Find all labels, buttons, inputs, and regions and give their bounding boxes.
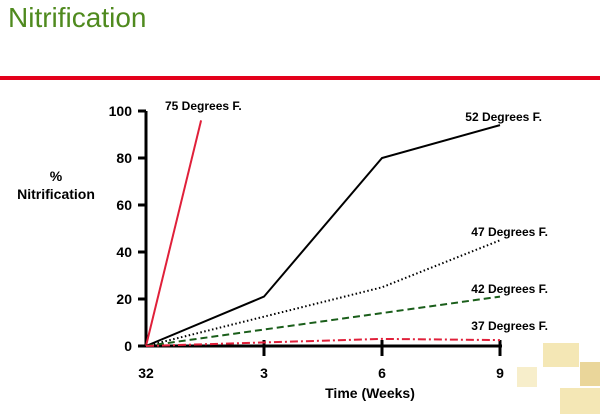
title-divider [0, 76, 600, 80]
series-label: 75 Degrees F. [165, 99, 242, 113]
series-line [145, 295, 501, 347]
y-axis-title-line: % [50, 168, 63, 184]
x-tick-label: 3 [260, 365, 268, 381]
series-label: 37 Degrees F. [471, 319, 548, 333]
series-label: 52 Degrees F. [465, 110, 542, 124]
x-tick-label: 9 [496, 365, 504, 381]
y-tick-label: 60 [116, 197, 132, 213]
x-axis-title: Time (Weeks) [325, 385, 415, 401]
series-label: 47 Degrees F. [471, 225, 548, 239]
y-tick-label: 100 [109, 103, 133, 119]
decorative-square [543, 343, 579, 367]
chart-labels: 0 20 40 60 80 100 32 3 6 9 Time (Weeks)% Nitrificat… [17, 99, 548, 401]
y-tick-label: 80 [116, 150, 132, 166]
series-line [145, 337, 501, 347]
decorative-square [560, 388, 600, 414]
decorative-square [517, 367, 537, 387]
chart-series [145, 120, 501, 347]
y-tick-label: 40 [116, 244, 132, 260]
x-tick-label: 32 [138, 365, 154, 381]
series-label: 42 Degrees F. [471, 282, 548, 296]
series-line [145, 124, 501, 347]
x-tick-label: 6 [378, 365, 386, 381]
series-line [145, 239, 501, 347]
y-axis-title-line: Nitrification [17, 186, 95, 202]
page-title: Nitrification [8, 2, 147, 33]
y-tick-label: 0 [124, 338, 132, 354]
series-line [145, 120, 203, 347]
chart-axes [138, 109, 502, 356]
y-axis-title: % Nitrification [17, 168, 95, 202]
decorative-square [580, 362, 600, 386]
y-tick-label: 20 [116, 291, 132, 307]
